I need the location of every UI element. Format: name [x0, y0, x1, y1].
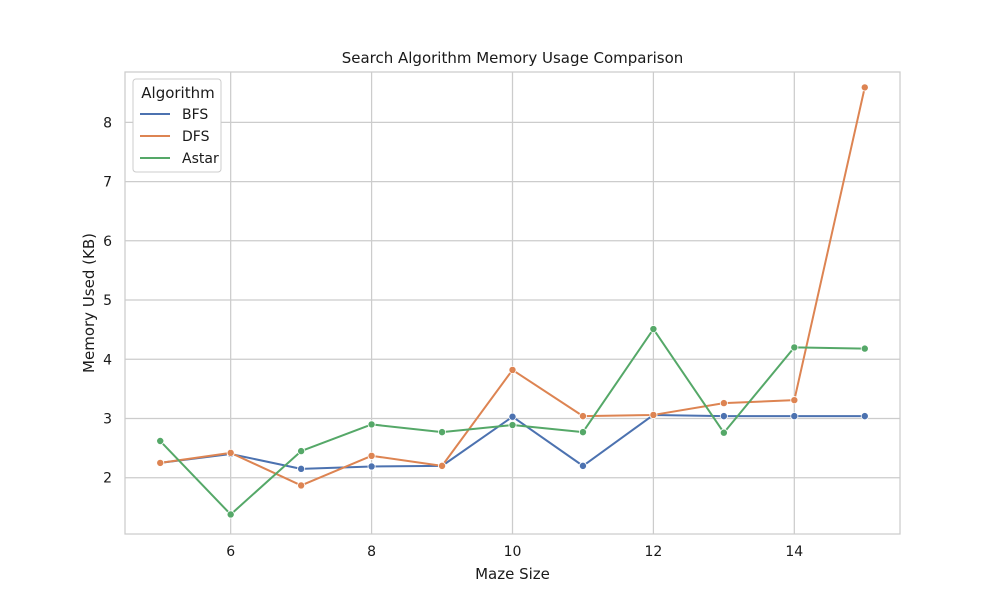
y-tick-label: 5: [103, 293, 112, 309]
plot-frame: [124, 71, 901, 535]
data-point-astar: [578, 428, 587, 437]
data-point-astar: [297, 447, 306, 456]
x-axis-label: Maze Size: [475, 565, 550, 583]
data-point-dfs: [438, 461, 447, 470]
x-tick-label: 6: [226, 544, 235, 560]
y-tick-label: 7: [103, 175, 112, 191]
data-point-bfs: [790, 412, 799, 421]
legend-label-dfs: DFS: [182, 129, 210, 145]
chart-title: Search Algorithm Memory Usage Comparison: [342, 49, 684, 67]
y-tick-label: 2: [103, 471, 112, 487]
data-point-astar: [649, 325, 658, 334]
data-point-astar: [367, 420, 376, 429]
grid: [125, 72, 900, 534]
y-axis-ticks: 2 3 4 5 6 7 8: [103, 115, 112, 486]
data-point-dfs: [156, 458, 165, 467]
data-point-dfs: [790, 396, 799, 405]
y-tick-label: 8: [103, 115, 112, 131]
data-point-astar: [438, 428, 447, 437]
data-point-astar: [790, 343, 799, 352]
data-point-astar: [860, 344, 869, 353]
data-point-dfs: [508, 365, 517, 374]
y-axis-label: Memory Used (KB): [80, 233, 98, 373]
data-point-bfs: [297, 464, 306, 473]
data-point-dfs: [367, 451, 376, 460]
legend-title: Algorithm: [141, 84, 214, 102]
data-point-dfs: [649, 410, 658, 419]
data-point-dfs: [578, 412, 587, 421]
data-point-astar: [719, 428, 728, 437]
data-point-bfs: [719, 412, 728, 421]
series: [156, 83, 869, 519]
data-point-bfs: [367, 462, 376, 471]
data-point-bfs: [508, 412, 517, 421]
series-astar: [156, 325, 869, 519]
x-tick-label: 12: [644, 544, 662, 560]
x-tick-label: 10: [504, 544, 522, 560]
data-point-dfs: [226, 448, 235, 457]
legend-label-bfs: BFS: [182, 107, 208, 123]
legend: Algorithm BFS DFS Astar: [132, 78, 222, 173]
x-tick-label: 8: [367, 544, 376, 560]
legend-box: [132, 78, 222, 173]
y-tick-label: 4: [103, 352, 112, 368]
data-point-astar: [508, 421, 517, 430]
y-tick-label: 3: [103, 412, 112, 428]
data-point-dfs: [719, 399, 728, 408]
data-point-bfs: [860, 412, 869, 421]
legend-label-astar: Astar: [182, 151, 219, 167]
data-point-dfs: [860, 83, 869, 92]
x-tick-label: 14: [785, 544, 803, 560]
series-dfs: [156, 83, 869, 490]
data-point-bfs: [578, 461, 587, 470]
x-axis-ticks: 6 8 10 12 14: [226, 544, 803, 560]
data-point-astar: [226, 510, 235, 519]
data-point-astar: [156, 437, 165, 446]
y-tick-label: 6: [103, 234, 112, 250]
data-point-dfs: [297, 481, 306, 490]
